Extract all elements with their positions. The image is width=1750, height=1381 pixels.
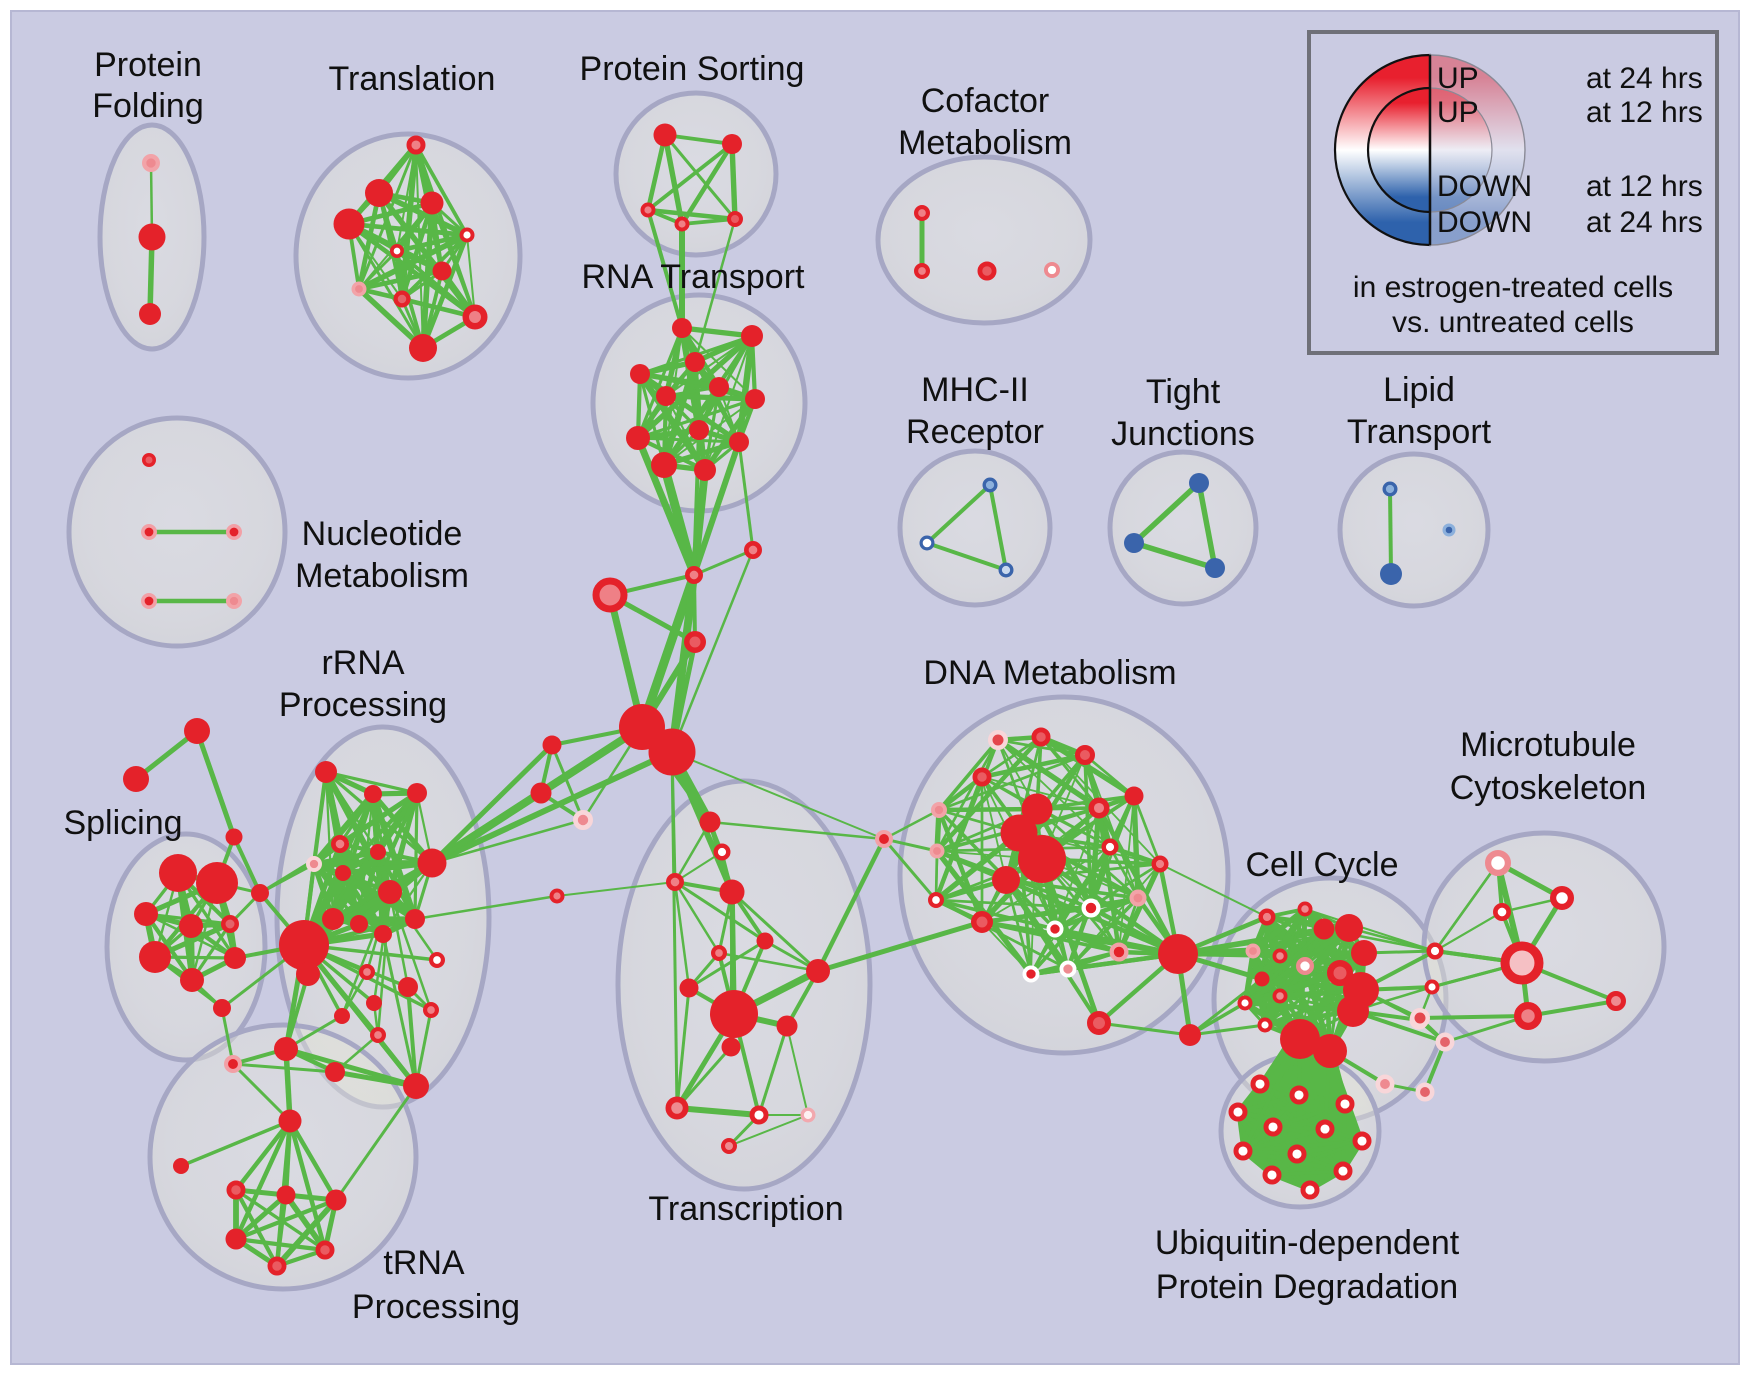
svg-text:RNA Transport: RNA Transport bbox=[582, 258, 806, 296]
svg-text:at 24 hrs: at 24 hrs bbox=[1586, 206, 1703, 239]
svg-text:DOWN: DOWN bbox=[1437, 170, 1532, 203]
svg-text:Processing: Processing bbox=[352, 1288, 520, 1326]
svg-text:Cell Cycle: Cell Cycle bbox=[1245, 846, 1398, 884]
svg-text:Metabolism: Metabolism bbox=[295, 557, 469, 595]
svg-text:tRNA: tRNA bbox=[383, 1244, 465, 1282]
svg-text:Splicing: Splicing bbox=[63, 804, 182, 842]
svg-text:Tight: Tight bbox=[1146, 373, 1221, 411]
svg-text:Cofactor: Cofactor bbox=[921, 82, 1050, 120]
svg-text:MHC-II: MHC-II bbox=[921, 371, 1029, 409]
svg-text:DNA Metabolism: DNA Metabolism bbox=[923, 654, 1176, 692]
svg-text:at 12 hrs: at 12 hrs bbox=[1586, 170, 1703, 203]
svg-text:in estrogen-treated cells: in estrogen-treated cells bbox=[1353, 271, 1673, 304]
svg-text:Nucleotide: Nucleotide bbox=[302, 515, 463, 553]
svg-text:Lipid: Lipid bbox=[1383, 371, 1455, 409]
svg-text:Folding: Folding bbox=[92, 87, 204, 125]
svg-text:Protein: Protein bbox=[94, 46, 202, 84]
svg-text:Metabolism: Metabolism bbox=[898, 124, 1072, 162]
svg-text:Protein Sorting: Protein Sorting bbox=[580, 50, 805, 88]
svg-text:Processing: Processing bbox=[279, 686, 447, 724]
svg-text:Cytoskeleton: Cytoskeleton bbox=[1450, 769, 1647, 807]
svg-text:UP: UP bbox=[1437, 96, 1479, 129]
svg-text:rRNA: rRNA bbox=[321, 644, 404, 682]
svg-text:Translation: Translation bbox=[329, 60, 496, 98]
svg-text:at 24 hrs: at 24 hrs bbox=[1586, 62, 1703, 95]
svg-text:Ubiquitin-dependent: Ubiquitin-dependent bbox=[1155, 1224, 1460, 1262]
svg-text:Junctions: Junctions bbox=[1111, 415, 1255, 453]
svg-text:Receptor: Receptor bbox=[906, 413, 1044, 451]
svg-text:Microtubule: Microtubule bbox=[1460, 726, 1636, 764]
svg-text:Transport: Transport bbox=[1347, 413, 1492, 451]
svg-text:UP: UP bbox=[1437, 62, 1479, 95]
svg-text:Protein Degradation: Protein Degradation bbox=[1156, 1268, 1458, 1306]
svg-text:DOWN: DOWN bbox=[1437, 206, 1532, 239]
svg-text:Transcription: Transcription bbox=[648, 1190, 843, 1228]
svg-text:vs. untreated cells: vs. untreated cells bbox=[1392, 306, 1634, 339]
svg-text:at 12 hrs: at 12 hrs bbox=[1586, 96, 1703, 129]
